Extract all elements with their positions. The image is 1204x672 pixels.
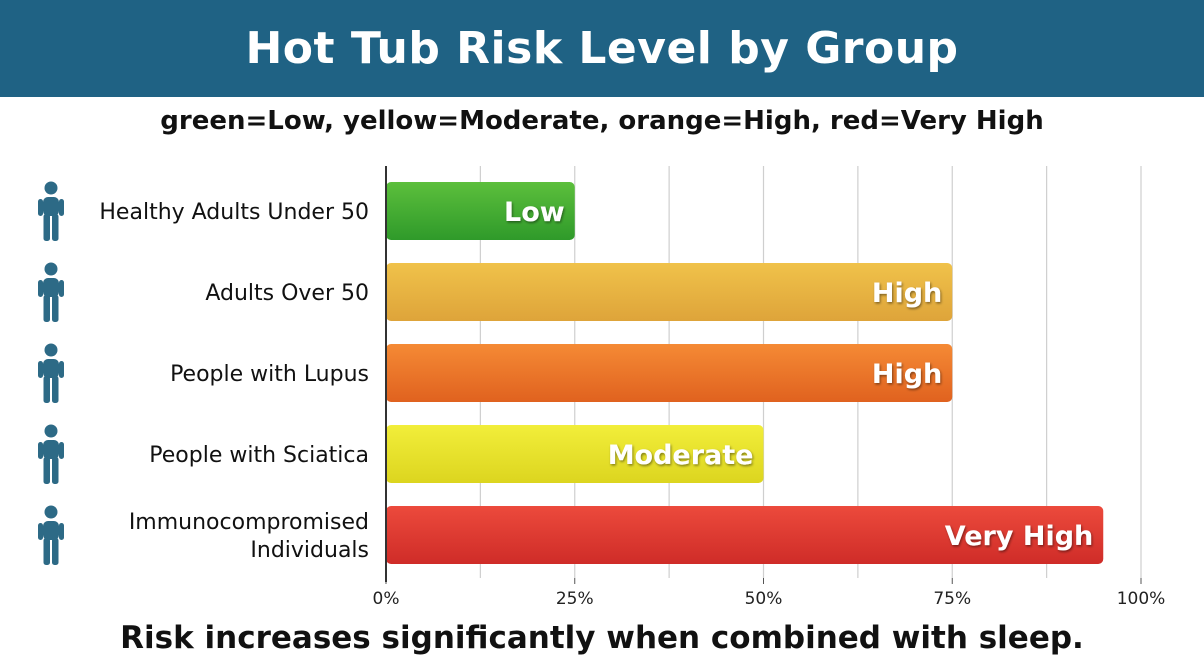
category-label: People with Lupus bbox=[170, 362, 369, 387]
footer-note: Risk increases significantly when combin… bbox=[120, 620, 1084, 656]
legend-caption: green=Low, yellow=Moderate, orange=High,… bbox=[160, 106, 1044, 136]
bar bbox=[386, 506, 1104, 564]
bar-data-label: Low bbox=[504, 197, 565, 228]
bar bbox=[386, 344, 953, 402]
category-label: Immunocompromised bbox=[129, 510, 369, 535]
person-icon bbox=[38, 181, 64, 241]
x-tick-label: 75% bbox=[933, 589, 971, 609]
bar bbox=[386, 182, 575, 240]
x-tick-label: 0% bbox=[373, 589, 400, 609]
bar-data-label: High bbox=[872, 278, 942, 309]
category-label: People with Sciatica bbox=[149, 443, 369, 468]
category-label: Individuals bbox=[250, 538, 369, 563]
person-icon bbox=[38, 343, 64, 403]
x-tick-label: 50% bbox=[745, 589, 783, 609]
x-tick-label: 100% bbox=[1117, 589, 1166, 609]
person-icon bbox=[38, 505, 64, 565]
person-icon bbox=[38, 424, 64, 484]
bar-data-label: Very High bbox=[945, 521, 1093, 552]
person-icon bbox=[38, 262, 64, 322]
chart-title: Hot Tub Risk Level by Group bbox=[245, 23, 959, 74]
title-bar: Hot Tub Risk Level by Group bbox=[0, 0, 1204, 97]
bar bbox=[386, 263, 953, 321]
category-label: Healthy Adults Under 50 bbox=[99, 200, 369, 225]
bar-data-label: Moderate bbox=[608, 440, 754, 471]
bar bbox=[386, 425, 764, 483]
bar-data-label: High bbox=[872, 359, 942, 390]
x-axis: 0% 25% 50% 75% 100% bbox=[373, 578, 1166, 609]
x-tick-label: 25% bbox=[556, 589, 594, 609]
category-label: Adults Over 50 bbox=[205, 281, 369, 306]
